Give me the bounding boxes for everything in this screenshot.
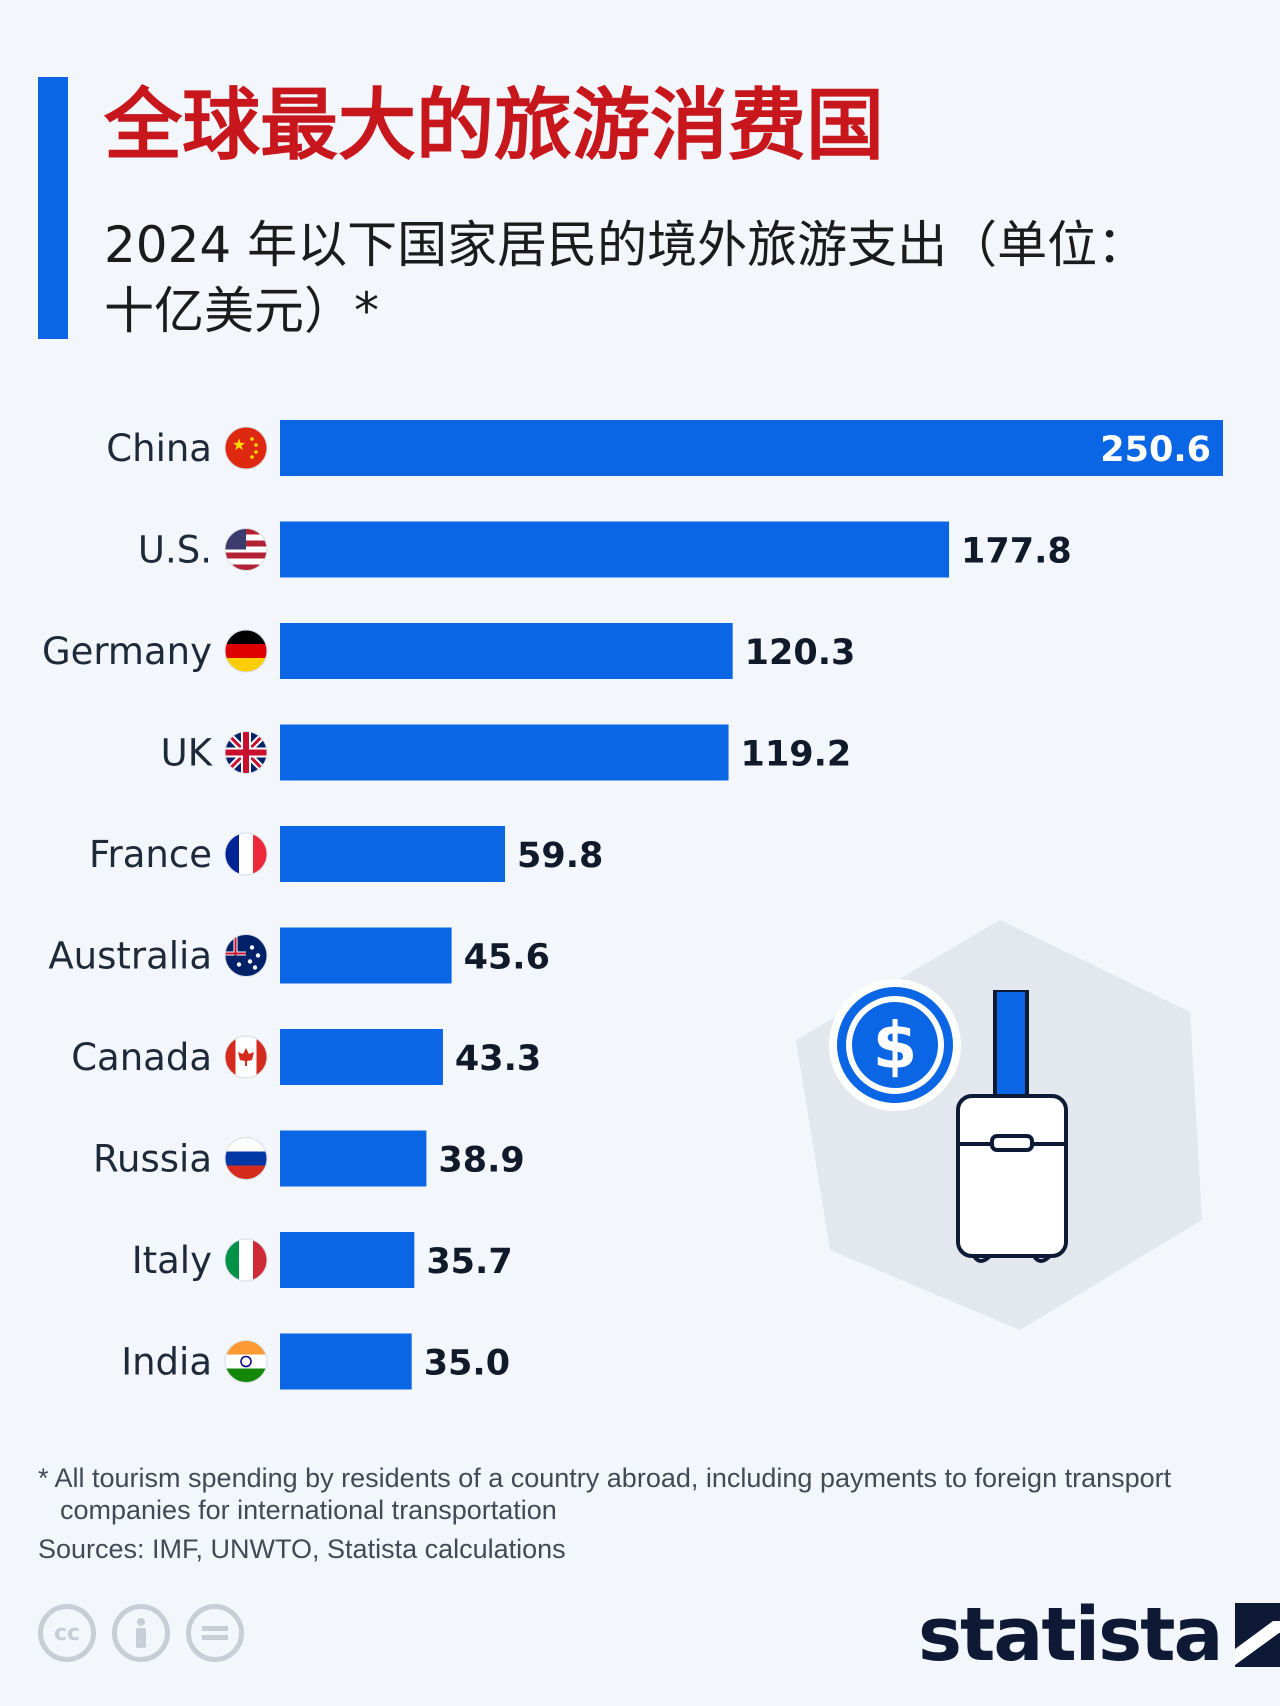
bar xyxy=(280,1029,443,1085)
value-label: 120.3 xyxy=(745,633,856,673)
svg-text:★: ★ xyxy=(232,435,246,454)
value-label: 35.0 xyxy=(424,1344,510,1384)
statista-mark-icon xyxy=(1235,1603,1280,1667)
category-label: France xyxy=(89,833,212,876)
category-label: China xyxy=(106,427,212,470)
bar xyxy=(280,826,506,882)
italy-flag-icon xyxy=(225,1239,267,1281)
canada-flag-icon xyxy=(225,1036,267,1078)
value-label: 43.3 xyxy=(455,1039,541,1079)
germany-flag-icon xyxy=(225,630,267,672)
russia-flag-icon xyxy=(225,1137,267,1180)
category-label: Australia xyxy=(48,935,212,978)
dollar-coin-icon: $ xyxy=(829,979,961,1111)
bar xyxy=(280,927,452,984)
travel-illustration: $ xyxy=(790,920,1210,1344)
bar xyxy=(280,724,729,781)
brand-wordmark: statista xyxy=(918,1592,1223,1678)
bar xyxy=(280,521,950,578)
bar xyxy=(280,1333,412,1390)
bar xyxy=(280,1130,427,1187)
sources: Sources: IMF, UNWTO, Statista calculatio… xyxy=(38,1534,566,1564)
value-label: 45.6 xyxy=(464,938,550,978)
category-label: U.S. xyxy=(138,529,212,572)
category-label: Canada xyxy=(71,1036,212,1079)
category-label: UK xyxy=(161,732,214,775)
value-label: 35.7 xyxy=(426,1242,512,1282)
cc-icon[interactable]: cc xyxy=(38,1604,96,1662)
china-flag-icon: ★ xyxy=(225,427,267,469)
value-label: 119.2 xyxy=(741,735,852,775)
category-label: Germany xyxy=(42,630,212,673)
value-label: 59.8 xyxy=(517,836,603,876)
france-flag-icon xyxy=(225,833,267,875)
india-flag-icon xyxy=(225,1340,267,1383)
footnote: * All tourism spending by residents of a… xyxy=(38,1463,1172,1525)
bar-chart: China ★ 250.6 U.S. 177.8 Germany 120.3 UK 119.2 F… xyxy=(42,420,1223,1390)
category-label: Russia xyxy=(93,1138,212,1181)
value-label: 250.6 xyxy=(1100,430,1211,470)
bar xyxy=(280,420,1223,476)
value-label: 177.8 xyxy=(961,532,1072,572)
value-label: 38.9 xyxy=(438,1141,524,1181)
no-derivatives-icon[interactable] xyxy=(186,1604,244,1662)
svg-text:$: $ xyxy=(873,1010,918,1084)
category-label: India xyxy=(121,1341,212,1384)
chart-subtitle: 2024 年以下国家居民的境外旅游支出（单位：十亿美元）* xyxy=(104,216,1148,340)
bar xyxy=(280,1232,415,1288)
chart-title: 全球最大的旅游消费国 xyxy=(104,81,885,171)
attribution-icon[interactable] xyxy=(112,1604,170,1662)
license-icons: cc xyxy=(38,1604,244,1662)
statista-logo[interactable]: statista xyxy=(918,1592,1280,1678)
bar xyxy=(280,623,733,679)
category-label: Italy xyxy=(132,1239,212,1282)
suitcase-icon xyxy=(956,990,1068,1263)
australia-flag-icon xyxy=(225,934,267,977)
uk-flag-icon xyxy=(225,731,267,774)
accent-bar xyxy=(38,77,68,339)
